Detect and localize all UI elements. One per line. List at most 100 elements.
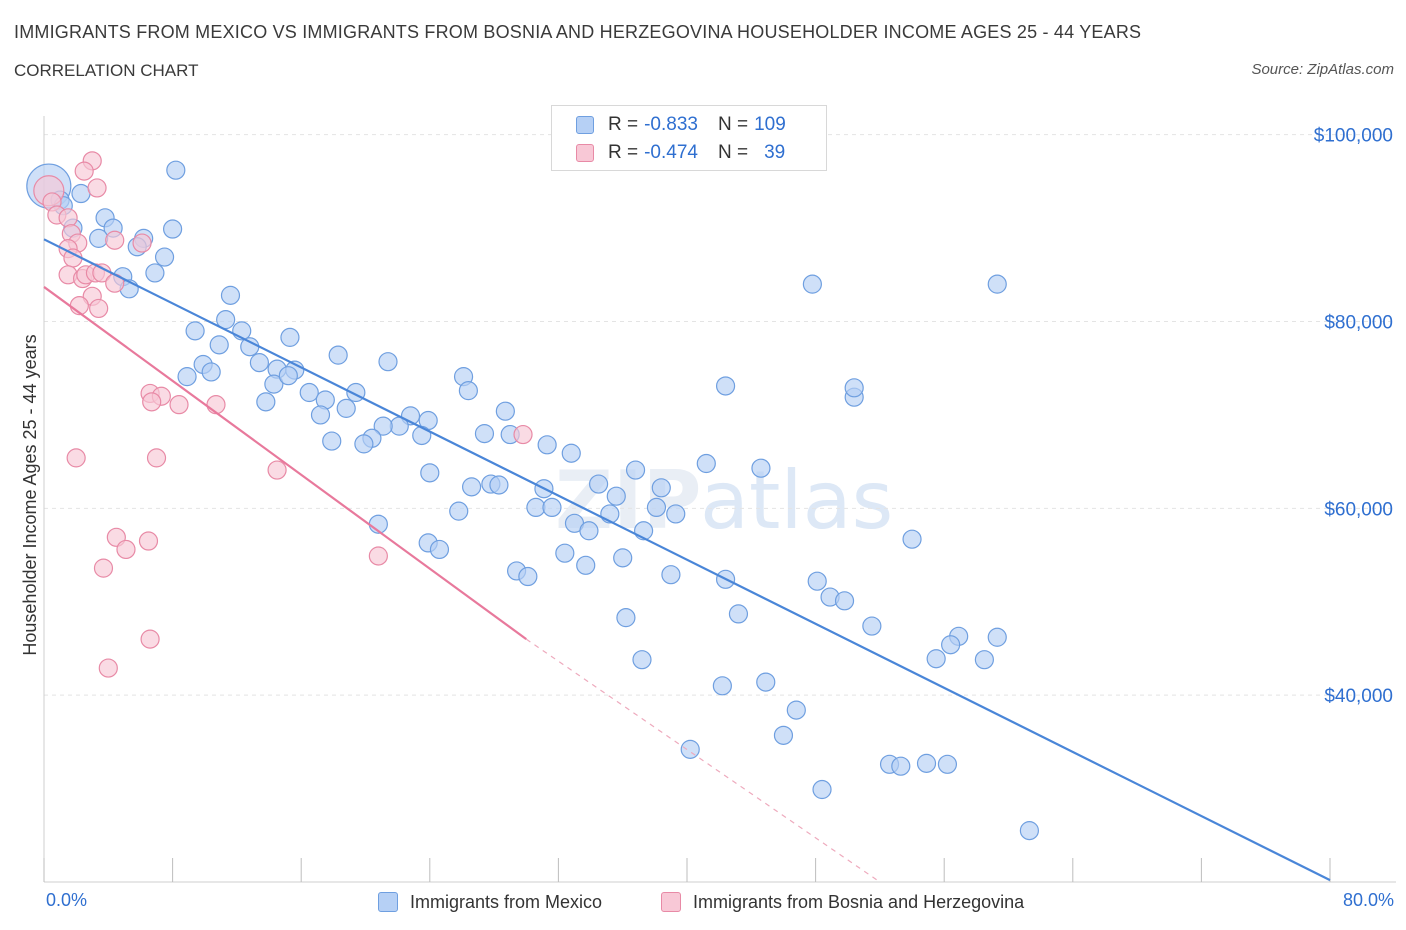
mexico-point: [299, 382, 319, 403]
mexico-point: [802, 274, 822, 294]
trend-lines: [43, 238, 1331, 883]
mexico-point: [807, 571, 827, 591]
mexico-point: [588, 474, 609, 494]
r-value: -0.474: [644, 142, 698, 163]
mexico-point: [166, 160, 186, 180]
bosnia-point: [116, 539, 136, 560]
source-label: Source: ZipAtlas.com: [1251, 61, 1394, 78]
bosnia-point: [132, 233, 152, 253]
chart-title: IMMIGRANTS FROM MEXICO VS IMMIGRANTS FRO…: [14, 22, 1142, 42]
bosnia-point: [87, 178, 107, 198]
mexico-point: [937, 754, 958, 774]
y-tick-labels: $100,000 $80,000 $60,000 $40,000: [1314, 126, 1393, 707]
n-label: N =: [717, 142, 749, 163]
mexico-point: [646, 497, 667, 518]
n-label: N =: [717, 114, 749, 135]
mexico-point: [71, 183, 91, 204]
mexico-point: [613, 548, 633, 568]
legend-swatch-mexico: [576, 116, 594, 134]
mexico-point: [89, 228, 109, 248]
mexico-point: [712, 676, 732, 696]
bosnia-point: [74, 161, 94, 181]
mexico-point: [278, 366, 298, 386]
y-tick-label: $100,000: [1314, 126, 1393, 147]
mexico-point: [354, 434, 374, 454]
mexico-point: [606, 486, 626, 506]
mexico-point: [429, 539, 450, 560]
mexico-point: [310, 405, 331, 425]
mexico-point: [420, 463, 440, 483]
mexico-point: [728, 604, 749, 624]
bosnia-point: [513, 424, 533, 445]
mexico-point: [625, 460, 646, 480]
x-tick-label-min: 0.0%: [46, 890, 88, 910]
chart-subtitle: CORRELATION CHART: [14, 61, 199, 80]
mexico-point: [461, 477, 482, 497]
mexico-point: [526, 497, 546, 518]
mexico-point: [862, 616, 882, 636]
mexico-point: [616, 608, 636, 628]
gridlines: [44, 134, 1396, 696]
legend-row-mexico: R = -0.833 N = 109: [576, 112, 786, 138]
series-legend-mexico: Immigrants from Mexico: [378, 888, 602, 916]
mexico-point: [449, 501, 469, 521]
bosnia-point: [169, 395, 189, 415]
mexico-point: [941, 635, 961, 655]
bosnia-point: [58, 208, 78, 228]
mexico-point: [786, 700, 806, 720]
bosnia-point: [206, 395, 226, 415]
x-tick-label-max: 80.0%: [1342, 890, 1394, 910]
mexico-point: [812, 779, 832, 800]
legend-swatch-bosnia: [576, 144, 594, 162]
correlation-legend: R = -0.833 N = 109 R = -0.474 N = 39: [551, 105, 827, 171]
mexico-point: [256, 392, 276, 412]
mexico-point: [163, 219, 183, 239]
trend-line-0: [43, 238, 1331, 882]
mexico-point: [834, 591, 855, 611]
mexico-point: [632, 650, 652, 670]
mexico-point: [378, 352, 398, 372]
mexico-point: [542, 497, 562, 518]
mexico-point: [474, 424, 495, 444]
mexico-point: [322, 431, 342, 451]
mexico-point: [489, 475, 509, 495]
mexico-point: [756, 672, 776, 692]
bosnia-point: [89, 298, 109, 319]
series-name-bosnia: Immigrants from Bosnia and Herzegovina: [693, 891, 1025, 912]
series-legend-bosnia: Immigrants from Bosnia and Herzegovina: [661, 888, 1024, 916]
mexico-point: [916, 753, 937, 773]
mexico-point: [773, 725, 794, 745]
mexico-point: [220, 285, 241, 305]
mexico-point: [987, 627, 1007, 647]
y-axis-label: Householder Income Ages 25 - 44 years: [20, 334, 40, 655]
mexico-point: [926, 649, 946, 669]
mexico-point: [201, 362, 221, 382]
axes: [43, 116, 1396, 883]
mexico-point: [264, 374, 284, 394]
mexico-point: [555, 543, 575, 563]
r-value: -0.833: [644, 114, 698, 135]
mexico-point: [579, 521, 599, 541]
mexico-point: [561, 443, 581, 463]
n-value: 109: [754, 114, 786, 135]
mexico-point: [666, 504, 686, 524]
bosnia-point: [105, 230, 125, 250]
bosnia-point: [98, 658, 118, 678]
legend-swatch-bosnia: [661, 892, 681, 912]
mexico-point: [412, 425, 432, 446]
r-label: R =: [608, 142, 639, 163]
bosnia-point: [142, 392, 162, 412]
mexico-point: [373, 416, 393, 436]
mexico-point: [249, 353, 270, 373]
mexico-point: [902, 529, 922, 549]
bosnia-point: [66, 448, 86, 468]
bosnia-point: [267, 460, 287, 480]
bosnia-point: [146, 448, 167, 468]
watermark: ZIP atlas: [555, 454, 893, 547]
mexico-point: [651, 478, 671, 498]
r-label: R =: [608, 114, 639, 135]
trend-line-dashed-1: [525, 638, 881, 883]
mexico-point: [987, 274, 1007, 294]
mexico-point: [336, 398, 356, 418]
